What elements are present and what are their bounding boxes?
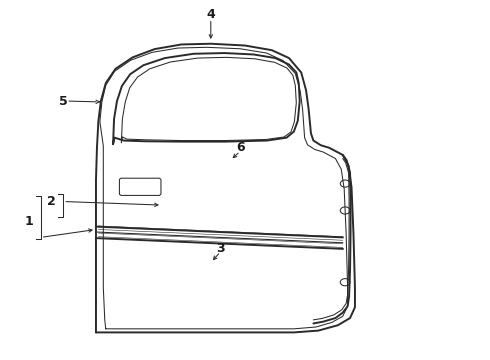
Text: 4: 4	[206, 8, 215, 21]
Text: 5: 5	[59, 95, 68, 108]
Text: 2: 2	[47, 195, 55, 208]
Text: 3: 3	[216, 242, 225, 255]
Text: 6: 6	[236, 141, 245, 154]
Text: 1: 1	[24, 215, 33, 228]
